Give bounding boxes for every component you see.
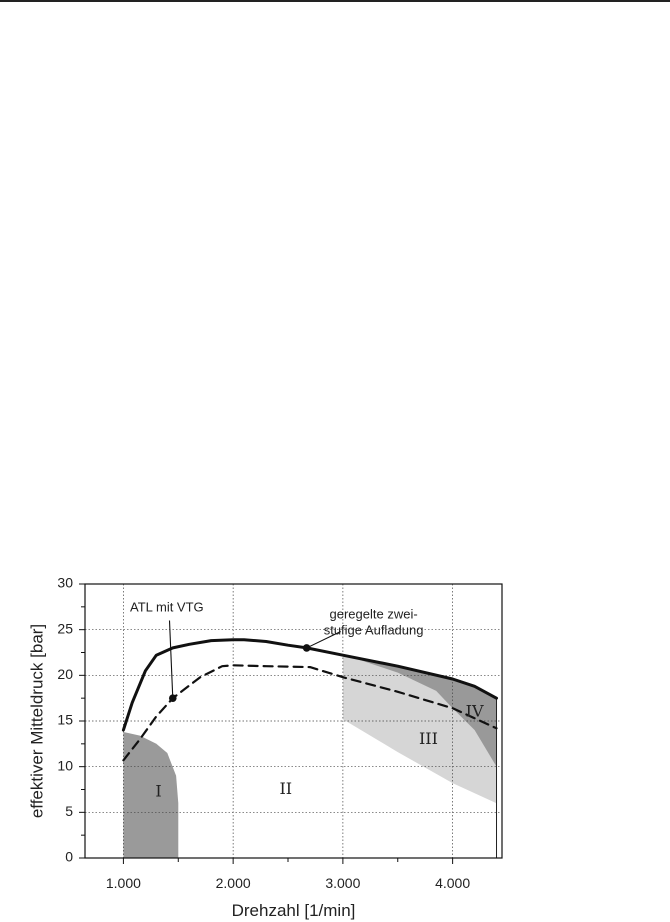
region-label-iii: III — [419, 729, 438, 748]
regions-layer — [123, 655, 497, 858]
x-axis-label: Drehzahl [1/min] — [232, 901, 356, 920]
region-iv — [342, 655, 497, 767]
y-tick-label: 30 — [57, 575, 73, 591]
region-i — [123, 732, 179, 858]
annotation-text: geregelte zwei- — [330, 607, 418, 622]
y-axis-ticks: 0 5 10 15 20 25 30 — [57, 575, 85, 865]
region-iii — [342, 655, 497, 804]
region-label-ii: II — [279, 779, 292, 798]
series-line-solid — [121, 638, 498, 732]
annotation-text: ATL mit VTG — [130, 599, 204, 614]
y-tick-label: 20 — [57, 666, 73, 682]
x-tick-label: 1.000 — [106, 875, 141, 891]
x-tick-label: 3.000 — [325, 875, 360, 891]
y-tick-label: 10 — [57, 757, 73, 773]
annotation-marker — [302, 644, 311, 652]
series-line-dashed — [122, 664, 498, 762]
x-axis-ticks: 1.000 2.000 3.000 4.000 — [106, 858, 470, 891]
annotation-leader-line — [306, 630, 341, 649]
region-label-i: I — [155, 782, 161, 801]
page-top-rule — [0, 0, 670, 2]
region-label-iv: IV — [466, 701, 484, 720]
series-layer — [121, 638, 498, 762]
y-tick-label: 15 — [57, 712, 73, 728]
y-tick-label: 5 — [65, 803, 73, 819]
annotation-marker — [168, 694, 177, 702]
x-tick-label: 2.000 — [216, 875, 251, 891]
annotation-text: stufige Aufladung — [324, 623, 424, 638]
y-tick-label: 0 — [65, 849, 73, 865]
x-tick-label: 4.000 — [435, 875, 470, 891]
y-tick-label: 25 — [57, 620, 73, 636]
annotation-leader-line — [168, 620, 174, 699]
y-axis-label: effektiver Mitteldruck [bar] — [27, 624, 46, 818]
